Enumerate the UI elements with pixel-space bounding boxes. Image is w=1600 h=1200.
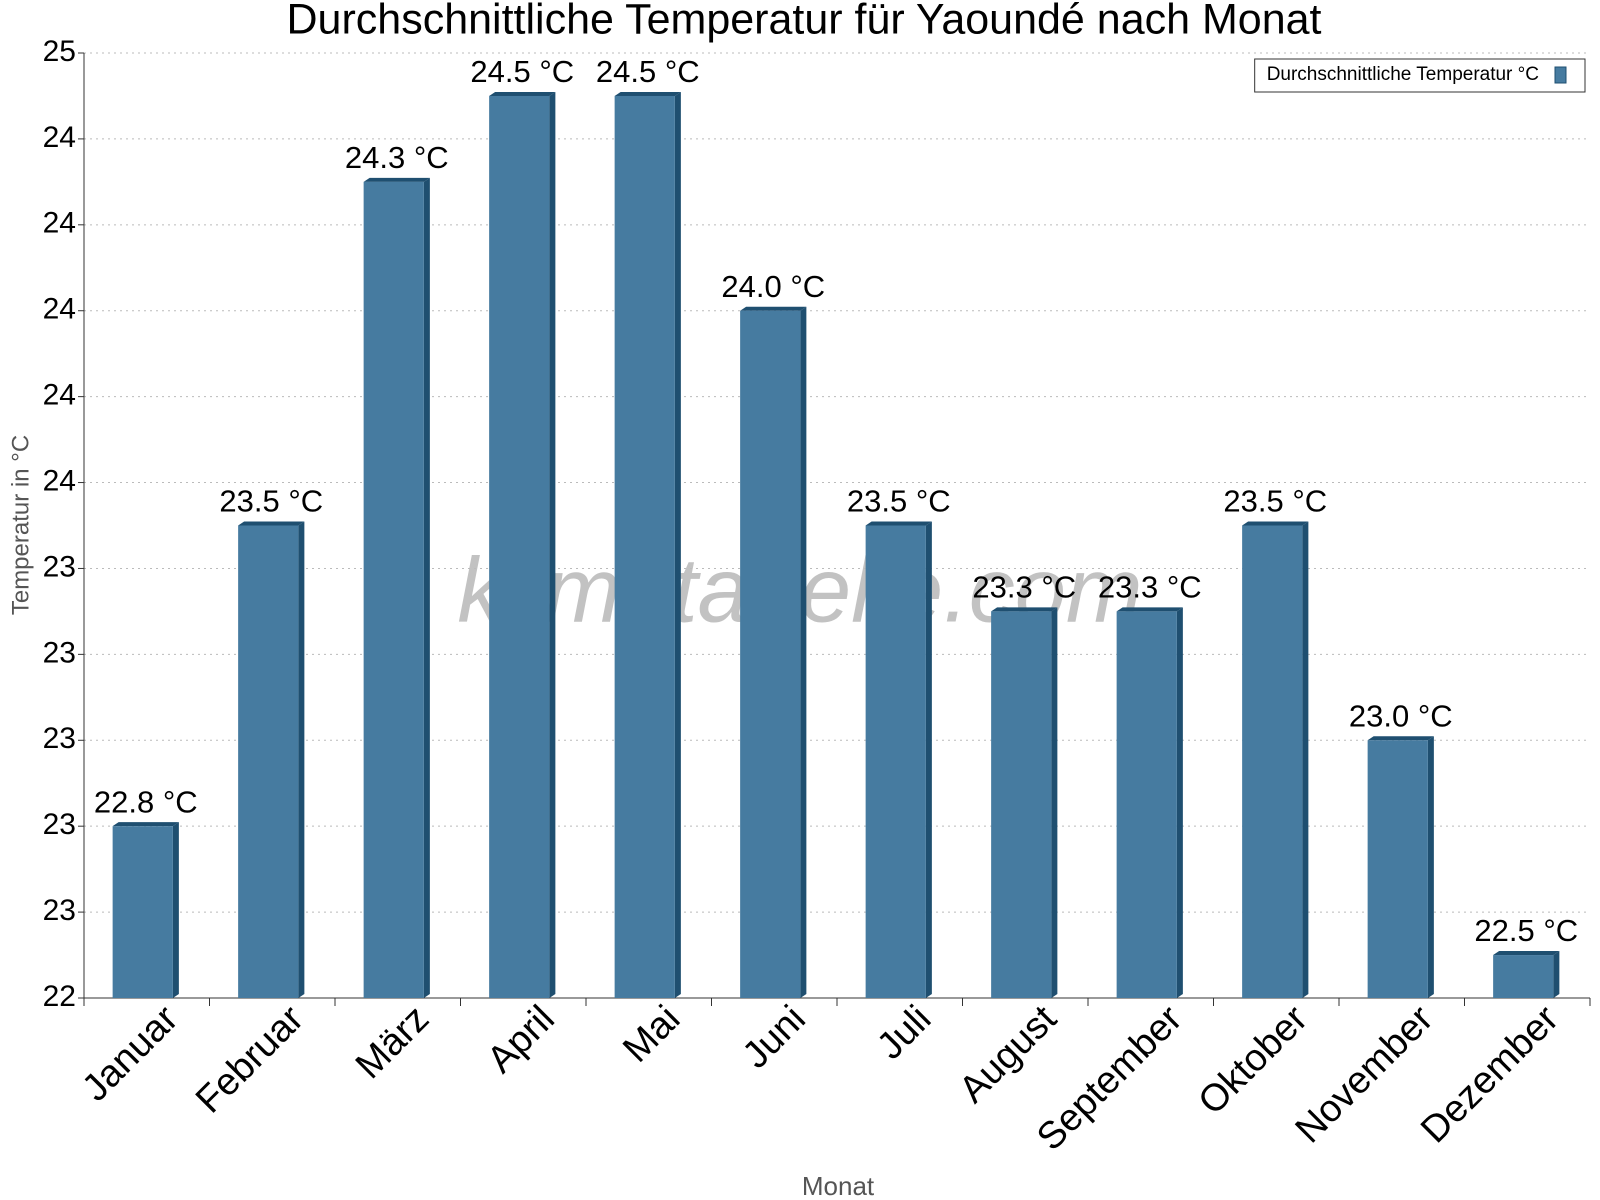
bar-group: [1116, 607, 1183, 998]
x-tick-label: Oktober: [1191, 998, 1317, 1124]
data-label: 24.5 °C: [596, 54, 700, 89]
bar: [489, 95, 550, 999]
x-tick-label: März: [348, 998, 437, 1087]
bar: [614, 95, 675, 999]
y-tick-label: 23: [43, 550, 76, 583]
bar-side: [1051, 607, 1058, 998]
bar: [238, 525, 299, 998]
x-tick-label: Juli: [869, 998, 939, 1068]
bar-top: [112, 822, 179, 827]
y-axis-title: Temperatur in °C: [7, 435, 34, 615]
bar: [363, 181, 424, 998]
bar-top: [740, 306, 807, 311]
bar-side: [1427, 736, 1434, 998]
bar-group: [363, 177, 430, 998]
bar: [740, 310, 801, 998]
x-tick-label: Dezember: [1413, 998, 1567, 1152]
y-tick-label: 24: [43, 121, 76, 154]
data-label: 23.3 °C: [972, 570, 1076, 605]
legend: Durchschnittliche Temperatur °C: [1254, 58, 1586, 93]
chart-title: Durchschnittliche Temperatur für Yaoundé…: [287, 0, 1322, 43]
y-tick-label: 23: [43, 636, 76, 669]
bar-top: [1242, 521, 1309, 526]
y-tick-label: 23: [43, 894, 76, 927]
bar-top: [865, 521, 932, 526]
bar-group: [1367, 736, 1434, 998]
bar-side: [172, 822, 179, 998]
y-tick-label: 22: [43, 980, 76, 1013]
y-tick-label: 24: [43, 207, 76, 240]
x-tick-label: Februar: [188, 998, 312, 1122]
bar-group: [489, 91, 556, 999]
bar: [1367, 740, 1428, 998]
x-axis-title: Monat: [802, 1171, 875, 1200]
data-label: 24.3 °C: [345, 140, 449, 175]
y-tick-label: 23: [43, 808, 76, 841]
bar-group: [740, 306, 807, 998]
data-label: 24.5 °C: [470, 54, 574, 89]
data-label: 22.5 °C: [1474, 913, 1578, 948]
bar-group: [865, 521, 932, 998]
y-tick-label: 24: [43, 293, 76, 326]
bar: [1242, 525, 1303, 998]
data-label: 23.5 °C: [219, 484, 323, 519]
x-tick-label: April: [479, 998, 562, 1081]
data-label: 23.5 °C: [847, 484, 951, 519]
bar-side: [423, 177, 430, 998]
bar-group: [238, 521, 305, 998]
bar-top: [489, 91, 556, 96]
bar: [865, 525, 926, 998]
bar-side: [1176, 607, 1183, 998]
y-tick-label: 23: [43, 722, 76, 755]
bar-side: [674, 91, 681, 999]
y-tick-label: 25: [43, 35, 76, 68]
bar-top: [991, 607, 1058, 612]
bar-side: [298, 521, 305, 998]
bar: [112, 826, 173, 998]
bar-group: [112, 822, 179, 998]
bar-group: [1493, 951, 1560, 998]
bar: [1116, 611, 1177, 998]
bar-side: [549, 91, 556, 999]
legend-swatch: [1554, 66, 1567, 84]
bar-top: [238, 521, 305, 526]
legend-box: [1254, 58, 1586, 93]
data-label: 23.5 °C: [1223, 484, 1327, 519]
x-tick-label: Juni: [735, 998, 814, 1077]
bar-top: [363, 177, 430, 182]
y-tick-label: 24: [43, 464, 76, 497]
bar-side: [800, 306, 807, 998]
x-tick-label: Januar: [74, 998, 186, 1110]
bar-group: [614, 91, 681, 999]
data-label: 23.3 °C: [1098, 570, 1202, 605]
bar-top: [614, 91, 681, 96]
bar-group: [991, 607, 1058, 998]
bar: [1493, 955, 1554, 998]
bar-side: [1302, 521, 1309, 998]
bar-side: [925, 521, 932, 998]
bar-top: [1116, 607, 1183, 612]
bar-top: [1493, 951, 1560, 956]
bar-side: [1553, 951, 1560, 998]
bar-group: [1242, 521, 1309, 998]
data-label: 24.0 °C: [721, 269, 825, 304]
data-label: 22.8 °C: [94, 784, 198, 819]
data-label: 23.0 °C: [1349, 698, 1453, 733]
bar-top: [1367, 736, 1434, 741]
bar: [991, 611, 1052, 998]
y-tick-label: 24: [43, 379, 76, 412]
x-tick-label: Mai: [615, 998, 688, 1071]
x-tick-label: August: [951, 997, 1065, 1111]
legend-label: Durchschnittliche Temperatur °C: [1267, 64, 1539, 85]
